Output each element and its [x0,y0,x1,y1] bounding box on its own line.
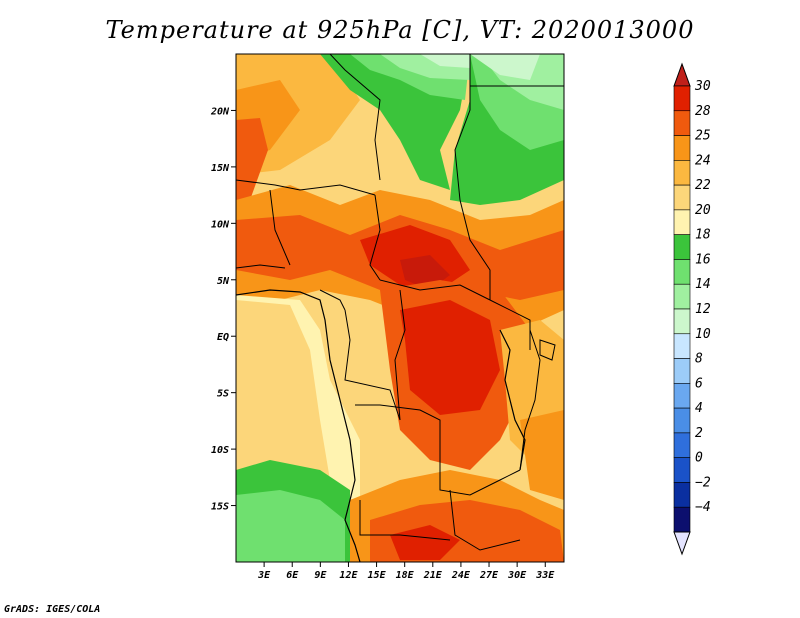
colorbar-label: 22 [695,178,711,193]
lon-tick-label: 24E [451,570,471,581]
colorbar-swatch [673,234,691,260]
colorbar-label: 0 [695,451,703,466]
colorbar-swatch [673,308,691,335]
colorbar-swatch [673,407,691,434]
map-title: Temperature at 925hPa [C], VT: 202001300… [105,16,695,44]
colorbar-label: 4 [695,401,703,416]
lat-tick-label: 10S [211,445,229,456]
lon-tick-label: 9E [314,570,327,581]
colorbar-swatch [673,383,691,409]
latitude-axis: 20N 15N 10N 5N EQ 5S 10S 15S [210,106,236,513]
lon-tick-label: 21E [423,570,443,581]
colorbar-label: −2 [695,475,711,490]
colorbar-label: 10 [695,327,711,342]
rift-lakes [499,329,526,471]
colorbar-bottom-arrow [673,531,691,556]
grads-credit: GrADS: IGES/COLA [4,604,101,615]
colorbar-swatch [673,358,691,384]
colorbar-swatch [673,85,691,112]
colorbar-label: 30 [694,79,711,94]
colorbar-label: 6 [695,376,703,391]
colorbar-swatch [673,506,691,533]
temperature-field [236,54,564,562]
colorbar-label: 12 [695,302,711,317]
west-coastline [236,289,361,562]
lat-tick-label: 20N [210,106,230,117]
colorbar-swatch [673,209,691,235]
colorbar-swatch [673,333,691,359]
lat-tick-label: EQ [217,332,229,343]
lon-tick-label: 27E [479,570,499,581]
lat-tick-label: 15S [211,502,229,513]
colorbar-top-arrow [673,62,691,87]
map-frame [235,53,565,563]
colorbar-swatch [673,259,691,285]
colorbar-label: 25 [695,129,711,144]
lat-tick-label: 5S [217,389,229,400]
lat-tick-label: 5N [217,276,230,287]
lat-tick-label: 10N [211,219,230,230]
colorbar-swatch [673,160,691,186]
lat-tick-label: 15N [211,163,230,174]
colorbar-label: 18 [695,228,711,243]
colorbar-label: 16 [695,252,711,267]
country-boundaries [236,54,564,551]
colorbar-swatch [673,283,691,310]
colorbar-label: 24 [695,153,711,168]
lake-victoria [539,339,556,361]
colorbar-swatch [673,135,691,161]
colorbar-label: 8 [695,352,703,367]
lon-tick-label: 6E [286,570,299,581]
colorbar-swatch [673,432,691,458]
colorbar-label: −4 [695,500,711,515]
colorbar-swatch [673,482,691,508]
colorbar-swatch [673,110,691,136]
colorbar-swatch [673,184,691,211]
lon-tick-label: 3E [257,570,271,581]
longitude-axis: 3E 6E 9E 12E 15E 18E 21E 24E 27E 30E 33E [257,562,555,581]
lon-tick-label: 18E [396,570,415,581]
colorbar-label: 14 [695,277,711,292]
lon-tick-label: 30E [507,570,527,581]
colorbar-label: 20 [695,203,711,218]
lon-tick-label: 33E [535,570,555,581]
colorbar-label: 28 [695,104,711,119]
colorbar-label: 2 [695,426,703,441]
lon-tick-label: 12E [339,570,358,581]
colorbar-swatch [673,457,691,483]
lon-tick-label: 15E [368,570,387,581]
